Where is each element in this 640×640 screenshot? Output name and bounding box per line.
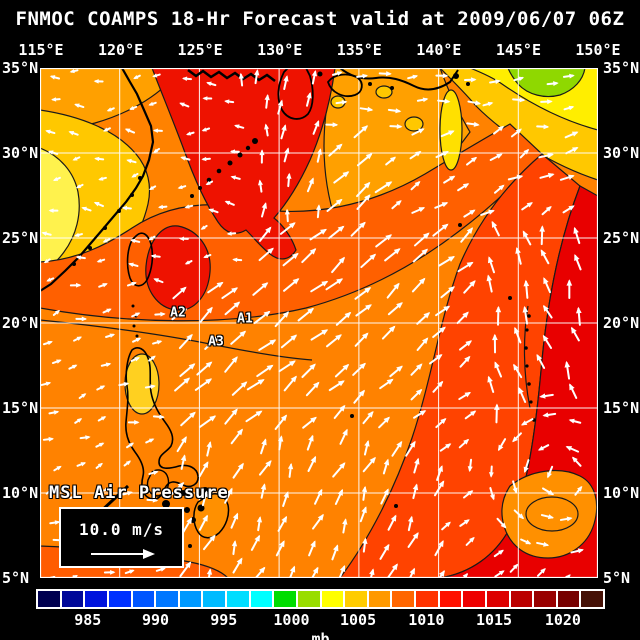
colorbar-cell: [321, 591, 344, 607]
wind-scale-arrow-icon: [91, 549, 155, 559]
lat-label-left: 30°N: [2, 144, 39, 162]
field-gold-spot-3: [404, 116, 424, 132]
field-red-taiwan: [145, 225, 211, 311]
colorbar-cell: [250, 591, 273, 607]
lon-label: 150°E: [575, 41, 621, 59]
colorbar-tick-label: 1005: [339, 611, 377, 629]
colorbar-wrap: 985 990 995 1000 1005 1010 1015 1020 mb: [36, 589, 605, 640]
colorbar-tick-label: 990: [141, 611, 170, 629]
colorbar-cell: [203, 591, 225, 607]
map-border: [40, 68, 598, 578]
colorbar-cell: [439, 591, 462, 607]
colorbar-tick-label: 995: [210, 611, 238, 629]
colorbar-cell: [274, 591, 296, 607]
colorbar-cell: [227, 591, 249, 607]
lat-label-right: 30°N: [603, 144, 640, 162]
coast-china: [40, 68, 155, 292]
lon-label: 125°E: [177, 41, 223, 59]
colorbar-cell: [392, 591, 414, 607]
annotation-label: A3: [208, 334, 224, 350]
colorbar-cell: [179, 591, 202, 607]
pressure-map: [40, 68, 598, 578]
field-green-ne: [507, 68, 586, 98]
colorbar-cell: [108, 591, 131, 607]
colorbar-cell: [85, 591, 107, 607]
lon-label: 145°E: [495, 41, 541, 59]
lat-label-right: 10°N: [603, 484, 640, 502]
field-gold-luzon: [124, 353, 160, 415]
colorbar-tick-label: 1000: [273, 611, 310, 629]
lat-label-left: 10°N: [2, 484, 39, 502]
colorbar-cell: [61, 591, 84, 607]
coast-taiwan: [126, 232, 154, 287]
colorbar-cell: [510, 591, 533, 607]
colorbar: [36, 589, 605, 609]
lat-label-right: 15°N: [603, 399, 640, 417]
annotation-label: A1: [237, 311, 253, 327]
coast-kyushu: [277, 68, 314, 120]
lat-label-left: 15°N: [2, 399, 39, 417]
colorbar-cell: [463, 591, 485, 607]
lat-label-left: 35°N: [2, 59, 39, 77]
field-red-wedge: [151, 68, 336, 260]
field-yellow-kyushu: [439, 89, 463, 171]
colorbar-cell: [345, 591, 367, 607]
contour-a3: [40, 319, 313, 361]
wind-scale-box: 10.0 m/s: [59, 507, 184, 568]
colorbar-cell: [297, 591, 320, 607]
colorbar-ticks: 985 990 995 1000 1005 1010 1015 1020: [36, 611, 605, 629]
colorbar-tick-label: 1010: [408, 611, 445, 629]
map-layers: [40, 68, 598, 578]
lon-label: 135°E: [336, 41, 382, 59]
colorbar-cell: [368, 591, 391, 607]
lon-label: 115°E: [18, 41, 64, 59]
annotation-label: A2: [170, 305, 186, 321]
wind-arrows: [40, 68, 584, 578]
lat-label-right: 20°N: [603, 314, 640, 332]
lat-label-right: 5°N: [603, 569, 631, 587]
colorbar-cell: [416, 591, 438, 607]
colorbar-cell: [132, 591, 155, 607]
wind-scale-value: 10.0 m/s: [78, 520, 165, 539]
coast-korea: [187, 69, 276, 82]
lat-label-left: 25°N: [2, 229, 39, 247]
lat-label-right: 35°N: [603, 59, 640, 77]
colorbar-cell: [156, 591, 178, 607]
coast-mindoro: [146, 469, 170, 497]
field-gold-spot-2: [375, 85, 393, 99]
colorbar-tick-label: 1020: [544, 611, 581, 629]
colorbar-cell: [486, 591, 509, 607]
lat-label-right: 25°N: [603, 229, 640, 247]
colorbar-tick-label: 985: [74, 611, 102, 629]
lat-label-left: 5°N: [2, 569, 30, 587]
lon-label: 130°E: [257, 41, 303, 59]
colorbar-cell: [534, 591, 556, 607]
field-label: MSL Air Pressure: [49, 483, 229, 503]
coast-shikoku: [327, 73, 363, 97]
lon-label: 140°E: [416, 41, 462, 59]
colorbar-cell: [557, 591, 580, 607]
page-title: FNMOC COAMPS 18-Hr Forecast valid at 200…: [15, 8, 625, 30]
colorbar-cell: [581, 591, 603, 607]
lat-label-left: 20°N: [2, 314, 39, 332]
coast-luzon: [125, 347, 199, 501]
lon-label: 120°E: [97, 41, 144, 59]
colorbar-cell: [38, 591, 60, 607]
colorbar-tick-label: 1015: [475, 611, 513, 629]
colorbar-units: mb: [311, 630, 330, 640]
contour-blob-inner: [525, 496, 579, 532]
